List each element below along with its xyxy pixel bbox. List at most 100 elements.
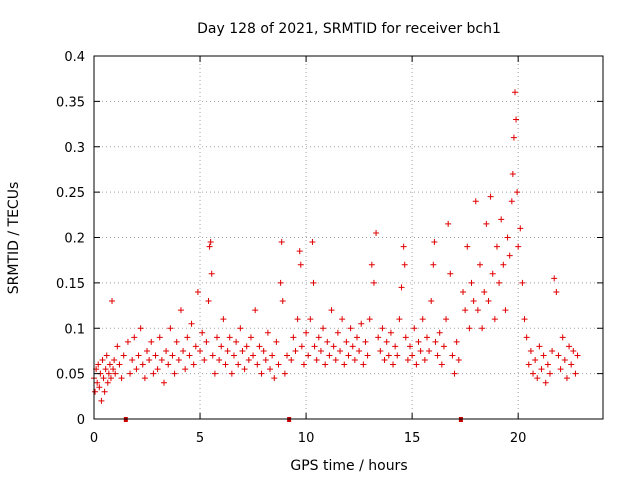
data-point: [288, 357, 295, 364]
data-point: [131, 334, 138, 341]
data-point: [271, 375, 278, 382]
data-point: [313, 357, 320, 364]
data-point: [551, 275, 558, 282]
data-point: [453, 338, 460, 345]
data-point: [186, 352, 193, 359]
data-point: [315, 334, 322, 341]
data-point: [544, 361, 551, 368]
data-point: [561, 357, 568, 364]
data-point: [135, 352, 142, 359]
data-point: [540, 352, 547, 359]
data-point: [538, 366, 545, 373]
x-tick-label: 20: [510, 431, 527, 446]
data-point: [214, 334, 221, 341]
data-point: [241, 366, 248, 373]
data-point: [514, 189, 521, 196]
data-point: [326, 352, 333, 359]
data-point: [362, 338, 369, 345]
data-point: [400, 243, 407, 250]
data-point: [98, 397, 105, 404]
data-point: [105, 370, 112, 377]
data-point: [337, 347, 344, 354]
data-point: [92, 388, 99, 395]
data-point: [485, 298, 492, 305]
data-point: [334, 329, 341, 336]
data-point: [101, 388, 108, 395]
data-point: [279, 298, 286, 305]
data-point: [534, 375, 541, 382]
data-point: [167, 325, 174, 332]
data-point: [530, 370, 537, 377]
y-tick-label: 0.05: [56, 368, 85, 383]
data-point: [267, 366, 274, 373]
data-point: [182, 366, 189, 373]
data-point: [294, 316, 301, 323]
data-point: [445, 220, 452, 227]
data-point: [532, 357, 539, 364]
data-point: [269, 352, 276, 359]
data-point: [387, 329, 394, 336]
data-point: [201, 357, 208, 364]
data-point: [432, 338, 439, 345]
data-point: [511, 89, 518, 96]
data-point: [111, 357, 118, 364]
data-point: [434, 352, 441, 359]
data-point: [235, 361, 242, 368]
data-point: [192, 343, 199, 350]
data-point: [466, 325, 473, 332]
data-point: [194, 288, 201, 295]
data-point: [339, 316, 346, 323]
data-point: [300, 361, 307, 368]
data-point: [250, 352, 257, 359]
data-point: [298, 343, 305, 350]
data-point: [216, 357, 223, 364]
data-point: [146, 357, 153, 364]
data-point: [239, 347, 246, 354]
data-point: [114, 343, 121, 350]
data-point: [264, 329, 271, 336]
data-point: [180, 347, 187, 354]
data-point: [296, 248, 303, 255]
data-point: [226, 334, 233, 341]
data-point: [383, 338, 390, 345]
data-point: [99, 357, 106, 364]
data-point: [487, 193, 494, 200]
data-point: [309, 239, 316, 246]
data-point: [377, 347, 384, 354]
data-point: [222, 361, 229, 368]
data-point: [228, 370, 235, 377]
data-point: [413, 361, 420, 368]
data-point: [430, 261, 437, 268]
data-point: [283, 352, 290, 359]
data-point: [110, 366, 117, 373]
data-point: [415, 338, 422, 345]
data-point: [254, 361, 261, 368]
data-point: [144, 347, 151, 354]
data-point: [311, 343, 318, 350]
data-point: [120, 352, 127, 359]
data-point: [184, 334, 191, 341]
data-point: [460, 288, 467, 295]
y-tick-label: 0.2: [64, 232, 85, 247]
data-point: [273, 338, 280, 345]
data-point: [133, 366, 140, 373]
data-point: [479, 325, 486, 332]
data-point: [207, 239, 214, 246]
data-point: [100, 375, 107, 382]
data-point: [502, 307, 509, 314]
data-point: [277, 279, 284, 286]
data-point: [112, 370, 119, 377]
data-point: [519, 279, 526, 286]
data-point: [317, 347, 324, 354]
data-point: [366, 316, 373, 323]
data-point: [423, 334, 430, 341]
data-point: [343, 338, 350, 345]
data-point: [574, 352, 581, 359]
data-point: [364, 352, 371, 359]
x-tick-label: 5: [196, 431, 204, 446]
data-point: [496, 279, 503, 286]
data-point: [417, 347, 424, 354]
data-point: [203, 338, 210, 345]
data-point: [356, 347, 363, 354]
data-point: [150, 370, 157, 377]
